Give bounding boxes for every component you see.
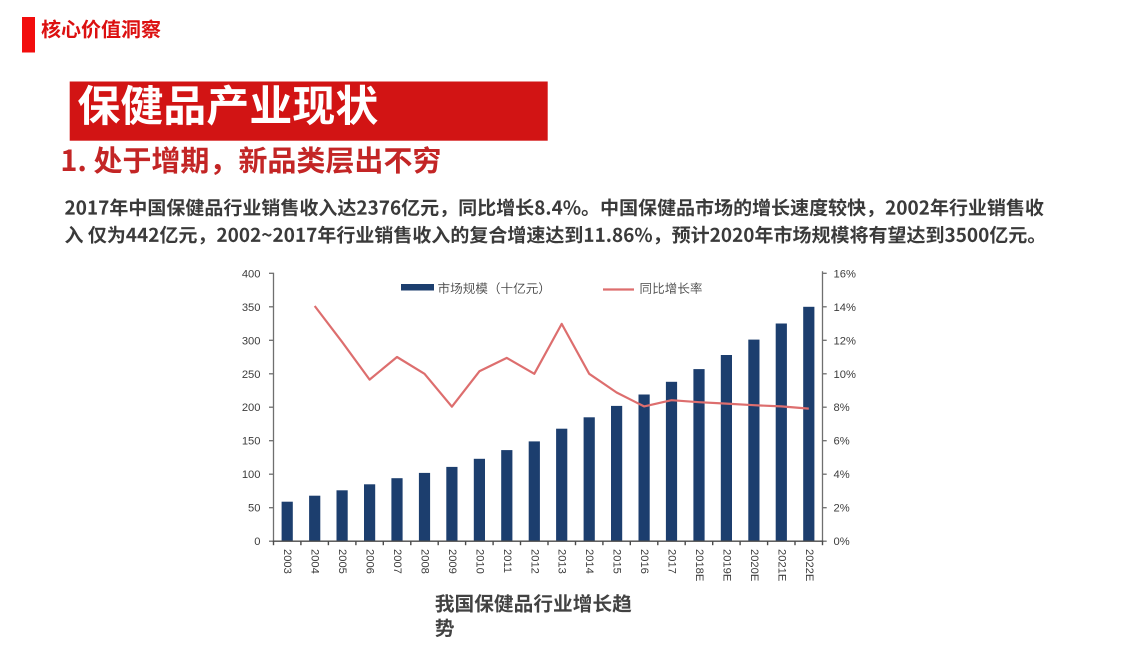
svg-text:4%: 4%	[834, 469, 850, 481]
svg-text:0: 0	[254, 536, 260, 548]
svg-text:2017: 2017	[666, 549, 678, 574]
svg-text:2014: 2014	[583, 549, 595, 574]
svg-text:12%: 12%	[834, 335, 856, 347]
svg-text:150: 150	[242, 436, 261, 448]
svg-text:300: 300	[242, 335, 261, 347]
svg-text:2004: 2004	[309, 549, 321, 574]
svg-text:2011: 2011	[501, 549, 513, 573]
svg-text:2020E: 2020E	[748, 549, 760, 581]
svg-text:350: 350	[242, 302, 261, 314]
svg-text:2022E: 2022E	[803, 549, 815, 581]
svg-text:250: 250	[242, 369, 261, 381]
svg-text:2006: 2006	[364, 549, 376, 574]
svg-text:2%: 2%	[834, 503, 850, 515]
svg-text:400: 400	[242, 268, 261, 280]
svg-text:2013: 2013	[556, 549, 568, 574]
svg-text:2016: 2016	[638, 549, 650, 574]
svg-text:8%: 8%	[834, 402, 850, 414]
svg-text:2018E: 2018E	[693, 549, 705, 581]
svg-text:2015: 2015	[611, 549, 623, 574]
svg-text:10%: 10%	[834, 369, 856, 381]
svg-text:2008: 2008	[419, 549, 431, 574]
svg-text:14%: 14%	[834, 302, 856, 314]
svg-text:2009: 2009	[446, 549, 458, 574]
svg-text:2019E: 2019E	[720, 549, 732, 581]
svg-text:100: 100	[242, 469, 261, 481]
svg-text:2005: 2005	[336, 549, 348, 574]
svg-text:16%: 16%	[834, 268, 856, 280]
svg-text:2003: 2003	[281, 549, 293, 574]
svg-text:2007: 2007	[391, 549, 403, 574]
svg-text:2010: 2010	[473, 549, 485, 574]
svg-text:200: 200	[242, 402, 261, 414]
svg-text:0%: 0%	[834, 536, 850, 548]
svg-text:50: 50	[248, 503, 260, 515]
svg-text:2021E: 2021E	[775, 549, 787, 581]
svg-text:6%: 6%	[834, 436, 850, 448]
svg-text:2012: 2012	[528, 549, 540, 574]
